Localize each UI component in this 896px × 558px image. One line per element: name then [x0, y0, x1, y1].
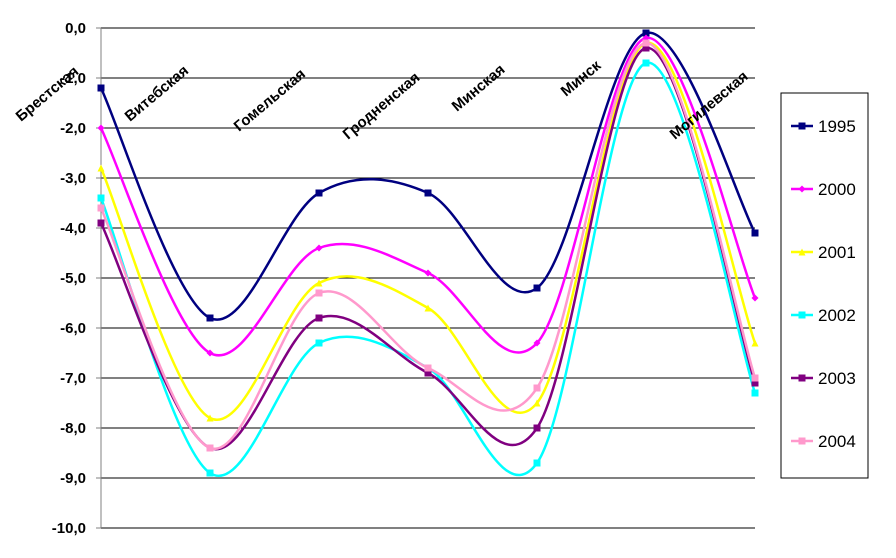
series-line-2002: [99, 61, 757, 477]
data-point-1995: [751, 229, 759, 237]
y-tick-label: -2,0: [60, 120, 86, 137]
category-label: Брестская: [13, 63, 83, 125]
legend-label-2000: 2000: [818, 180, 856, 199]
data-point-2003: [424, 369, 432, 377]
data-point-1995: [206, 314, 214, 322]
legend-marker-2000: [798, 185, 806, 193]
data-point-2001: [206, 414, 214, 422]
data-point-2003: [642, 44, 650, 52]
data-point-2001: [751, 339, 759, 347]
data-point-2004: [751, 374, 759, 382]
data-point-2004: [424, 364, 432, 372]
series-2004: [97, 39, 759, 452]
legend-marker-1995: [798, 122, 806, 130]
data-point-2000: [533, 339, 541, 347]
category-label: Минская: [449, 61, 509, 115]
data-point-2003: [315, 314, 323, 322]
legend-marker-2001: [798, 248, 806, 256]
data-point-2001: [315, 279, 323, 287]
y-tick-label: -7,0: [60, 370, 86, 387]
legend-marker-2002: [798, 311, 806, 319]
y-tick-labels: 0,0 -1,0 -2,0 -3,0 -4,0 -5,0 -6,0 -7,0 -8,0 -9,0 -…: [52, 20, 86, 537]
data-point-2002: [642, 59, 650, 67]
data-point-2002: [315, 339, 323, 347]
series-line-2003: [99, 46, 757, 451]
data-point-2001: [533, 399, 541, 407]
category-label: Гродненская: [340, 69, 424, 143]
y-tick-label: -5,0: [60, 270, 86, 287]
series-2003: [97, 44, 759, 452]
category-labels: Брестская Витебская Гомельская Гродненская М…: [13, 57, 752, 143]
data-point-2004: [315, 289, 323, 297]
data-point-2002: [533, 459, 541, 467]
data-point-1995: [424, 189, 432, 197]
legend-label-1995: 1995: [818, 117, 856, 136]
y-tick-label: -3,0: [60, 170, 86, 187]
data-point-2002: [206, 469, 214, 477]
legend-label-2004: 2004: [818, 432, 856, 451]
legend: 1995 2000 2001 2002 2003 2004: [780, 92, 869, 479]
data-point-2002: [751, 389, 759, 397]
data-point-2004: [533, 384, 541, 392]
series-1995: [97, 29, 759, 322]
y-tick-label: -6,0: [60, 320, 86, 337]
data-point-1995: [642, 29, 650, 37]
data-point-2004: [206, 444, 214, 452]
series-2001: [97, 39, 759, 422]
data-point-1995: [315, 189, 323, 197]
y-tick-label: 0,0: [65, 20, 86, 37]
data-point-2000: [97, 124, 105, 132]
y-tick-label: -9,0: [60, 470, 86, 487]
category-label: Гомельская: [231, 66, 309, 135]
legend-label-2002: 2002: [818, 306, 856, 325]
category-label: Витебская: [122, 62, 192, 125]
data-point-2003: [533, 424, 541, 432]
data-point-1995: [533, 284, 541, 292]
data-point-2002: [97, 194, 105, 202]
series-line-2004: [99, 41, 757, 450]
data-point-2001: [424, 304, 432, 312]
data-point-2001: [97, 164, 105, 172]
data-point-2003: [751, 379, 759, 387]
legend-label-2003: 2003: [818, 369, 856, 388]
data-point-2004: [642, 39, 650, 47]
series-2002: [97, 59, 759, 477]
legend-label-2001: 2001: [818, 243, 856, 262]
data-point-1995: [97, 84, 105, 92]
legend-marker-2004: [798, 437, 806, 445]
series-line-2001: [99, 41, 757, 422]
data-point-2000: [424, 269, 432, 277]
data-point-2003: [97, 219, 105, 227]
data-point-2000: [751, 294, 759, 302]
data-point-2004: [97, 204, 105, 212]
y-tick-label: -1,0: [60, 70, 86, 87]
series-group: [97, 29, 759, 477]
y-tick-label: -8,0: [60, 420, 86, 437]
data-point-2000: [206, 349, 214, 357]
y-tick-label: -10,0: [52, 520, 86, 537]
legend-box: [780, 92, 869, 479]
y-tick-label: -4,0: [60, 220, 86, 237]
data-point-2000: [315, 244, 323, 252]
legend-marker-2003: [798, 374, 806, 382]
grid-lines: [96, 27, 755, 529]
series-line-1995: [99, 31, 757, 321]
